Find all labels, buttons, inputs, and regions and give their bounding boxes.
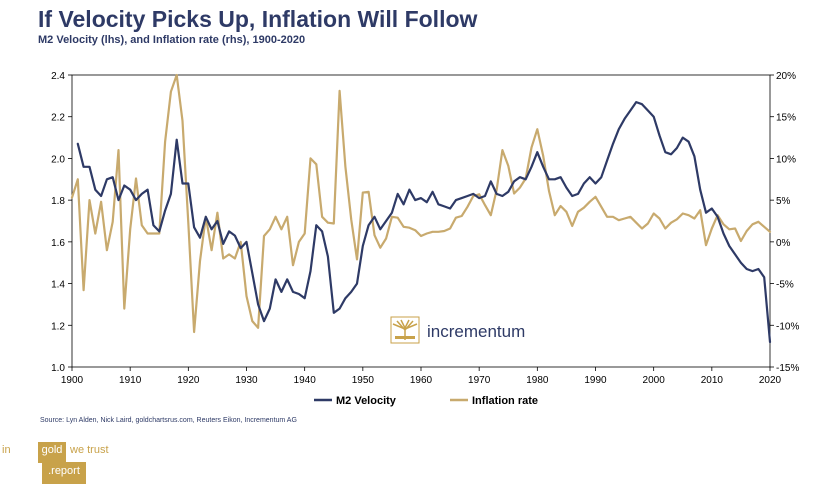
legend-label-inflation-rate: Inflation rate	[472, 395, 538, 407]
tree-icon	[390, 316, 420, 344]
y-left-tick-label: 2.4	[51, 71, 65, 82]
y-right-tick-label: 5%	[776, 196, 791, 207]
x-tick-label: 1970	[468, 375, 491, 386]
y-right-tick-label: -15%	[776, 363, 799, 374]
y-right-tick-label: 10%	[776, 154, 796, 165]
brand-part-in: in	[0, 442, 13, 463]
incrementum-logo: incrementum	[390, 316, 525, 344]
brand-part-gold: gold	[38, 442, 66, 463]
series-line-inflation-rate	[70, 73, 772, 334]
chart-title: If Velocity Picks Up, Inflation Will Fol…	[38, 6, 478, 32]
legend: M2 Velocity Inflation rate	[314, 395, 538, 407]
series-lines	[70, 73, 772, 344]
y-left-tick-label: 1.2	[51, 321, 65, 332]
plot-frame	[71, 74, 771, 368]
y-right-tick-label: 0%	[776, 238, 791, 249]
x-tick-label: 1900	[61, 375, 84, 386]
x-tick-label: 1920	[177, 375, 200, 386]
y-right-tick-label: 20%	[776, 71, 796, 82]
y-right-tick-label: 15%	[776, 113, 796, 124]
brand-part-we-trust: we trust	[70, 444, 109, 456]
y-left-tick-label: 2.0	[51, 154, 65, 165]
x-tick-label: 2010	[701, 375, 724, 386]
x-tick-label: 1940	[294, 375, 317, 386]
y-left-tick-label: 2.2	[51, 113, 65, 124]
chart-subtitle: M2 Velocity (lhs), and Inflation rate (r…	[38, 34, 306, 46]
y-left-tick-label: 1.0	[51, 363, 65, 374]
x-tick-label: 1980	[526, 375, 549, 386]
y-left-tick-label: 1.4	[51, 280, 65, 291]
x-axis: 1900 1910 1920 1930 1940 1950 1960 1970 1980 1990…	[61, 367, 782, 386]
y-axis-left: 1.0 1.2 1.4 1.6 1.8 2.0 2.2 2.4	[51, 71, 72, 374]
x-tick-label: 2000	[643, 375, 666, 386]
y-left-tick-label: 1.8	[51, 196, 65, 207]
y-right-tick-label: -10%	[776, 321, 799, 332]
legend-label-m2-velocity: M2 Velocity	[336, 395, 397, 407]
logo-text: incrementum	[427, 322, 525, 341]
y-right-tick-label: -5%	[776, 280, 794, 291]
y-left-tick-label: 1.6	[51, 238, 65, 249]
x-tick-label: 1930	[235, 375, 258, 386]
brand-part-report: .report	[42, 462, 86, 484]
y-axis-right: -15% -10% -5% 0% 5% 10% 15% 20%	[770, 71, 799, 374]
x-tick-label: 2020	[759, 375, 782, 386]
plot-border	[71, 74, 771, 368]
x-tick-label: 1950	[352, 375, 375, 386]
source-note: Source: Lyn Alden, Nick Laird, goldchart…	[40, 417, 297, 424]
x-tick-label: 1990	[584, 375, 607, 386]
x-tick-label: 1910	[119, 375, 142, 386]
x-tick-label: 1960	[410, 375, 433, 386]
series-line-m2-velocity	[76, 100, 772, 344]
